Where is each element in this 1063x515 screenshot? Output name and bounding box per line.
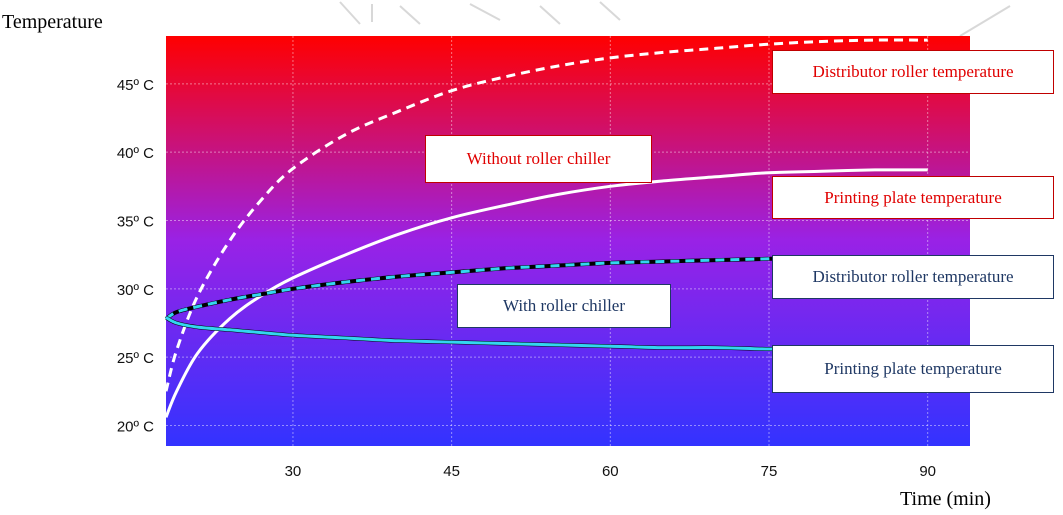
y-axis-title: Temperature — [2, 11, 103, 33]
x-tick-label: 60 — [602, 463, 619, 480]
x-axis-title: Time (min) — [900, 488, 991, 510]
y-tick-label: 40º C — [117, 145, 154, 162]
with-roller-chiller-label: With roller chiller — [457, 284, 671, 328]
y-tick-label: 45º C — [117, 77, 154, 94]
background-watermark — [339, 1, 1011, 37]
printing-plate-label-with-chiller: Printing plate temperature — [772, 345, 1054, 393]
without-roller-chiller-label: Without roller chiller — [425, 135, 652, 183]
y-tick-label: 30º C — [117, 282, 154, 299]
y-tick-label: 25º C — [117, 350, 154, 367]
x-tick-label: 90 — [919, 463, 936, 480]
x-tick-label: 45 — [443, 463, 460, 480]
x-tick-label: 30 — [285, 463, 302, 480]
printing-plate-label-without-chiller: Printing plate temperature — [772, 176, 1054, 219]
x-tick-label: 75 — [761, 463, 778, 480]
distributor-roller-label-without-chiller: Distributor roller temperature — [772, 50, 1054, 94]
y-tick-label: 20º C — [117, 419, 154, 436]
tick-labels: 30 45 60 75 90 20º C 25º C 30º C 35º C 40º C 45º C — [117, 77, 936, 480]
y-tick-label: 35º C — [117, 214, 154, 231]
series-line-without-roller-chiller-printing-plate-temperature — [164, 168, 928, 418]
series-line-without-roller-chiller-distributor-roller-temperature — [164, 38, 928, 392]
series-line-with-roller-chiller-distributor-roller-temperature — [165, 255, 928, 321]
distributor-roller-label-with-chiller: Distributor roller temperature — [772, 255, 1054, 299]
